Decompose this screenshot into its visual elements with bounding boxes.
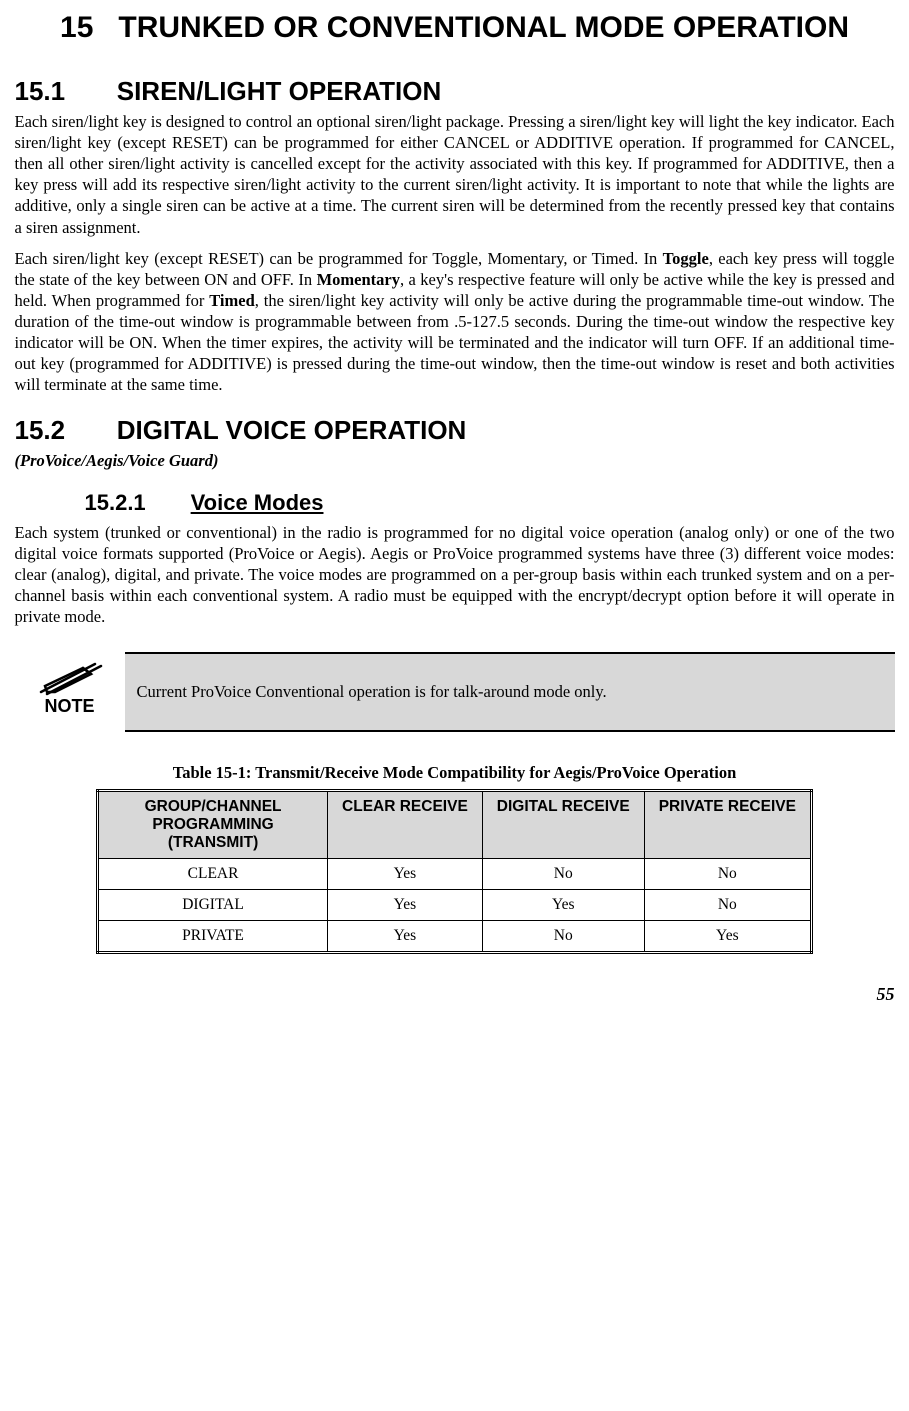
compatibility-table: GROUP/CHANNEL PROGRAMMING (TRANSMIT) CLE… <box>96 789 813 954</box>
section-15-1-heading: 15.1 SIREN/LIGHT OPERATION <box>15 76 895 107</box>
note-label: NOTE <box>15 696 125 717</box>
table-cell: No <box>482 859 644 890</box>
table-cell: Yes <box>644 921 811 953</box>
subsection-number: 15.2.1 <box>85 490 185 516</box>
subsection-title: Voice Modes <box>191 490 324 515</box>
table-cell: Yes <box>328 921 483 953</box>
note-text: Current ProVoice Conventional operation … <box>125 652 895 732</box>
section-15-2-heading: 15.2 DIGITAL VOICE OPERATION <box>15 415 895 446</box>
table-caption: Table 15-1: Transmit/Receive Mode Compat… <box>15 762 895 783</box>
section-title: SIREN/LIGHT OPERATION <box>117 76 442 106</box>
section-title: DIGITAL VOICE OPERATION <box>117 415 467 445</box>
table-cell: Yes <box>328 859 483 890</box>
table-cell: DIGITAL <box>98 890 328 921</box>
section-15-2-subtitle: (ProVoice/Aegis/Voice Guard) <box>15 450 895 471</box>
table-header: CLEAR RECEIVE <box>328 791 483 859</box>
section-15-1-para-2: Each siren/light key (except RESET) can … <box>15 248 895 396</box>
table-cell: Yes <box>482 890 644 921</box>
page-number: 55 <box>15 984 895 1005</box>
table-row: CLEAR Yes No No <box>98 859 812 890</box>
table-cell: CLEAR <box>98 859 328 890</box>
table-row: PRIVATE Yes No Yes <box>98 921 812 953</box>
section-number: 15.2 <box>15 415 110 446</box>
section-number: 15.1 <box>15 76 110 107</box>
note-block: NOTE Current ProVoice Conventional opera… <box>15 652 895 732</box>
section-15-2-1-para-1: Each system (trunked or conventional) in… <box>15 522 895 628</box>
chapter-heading: 15 TRUNKED OR CONVENTIONAL MODE OPERATIO… <box>15 10 895 46</box>
no-writing-icon <box>35 658 105 696</box>
section-15-1-para-1: Each siren/light key is designed to cont… <box>15 111 895 238</box>
table-header: GROUP/CHANNEL PROGRAMMING (TRANSMIT) <box>98 791 328 859</box>
chapter-title: TRUNKED OR CONVENTIONAL MODE OPERATION <box>118 11 849 44</box>
table-cell: Yes <box>328 890 483 921</box>
chapter-number: 15 <box>60 11 93 44</box>
table-cell: No <box>644 859 811 890</box>
table-cell: No <box>644 890 811 921</box>
table-row: DIGITAL Yes Yes No <box>98 890 812 921</box>
section-15-2-1-heading: 15.2.1 Voice Modes <box>85 490 895 516</box>
table-cell: No <box>482 921 644 953</box>
table-header: DIGITAL RECEIVE <box>482 791 644 859</box>
note-icon-column: NOTE <box>15 652 125 732</box>
table-cell: PRIVATE <box>98 921 328 953</box>
table-header: PRIVATE RECEIVE <box>644 791 811 859</box>
